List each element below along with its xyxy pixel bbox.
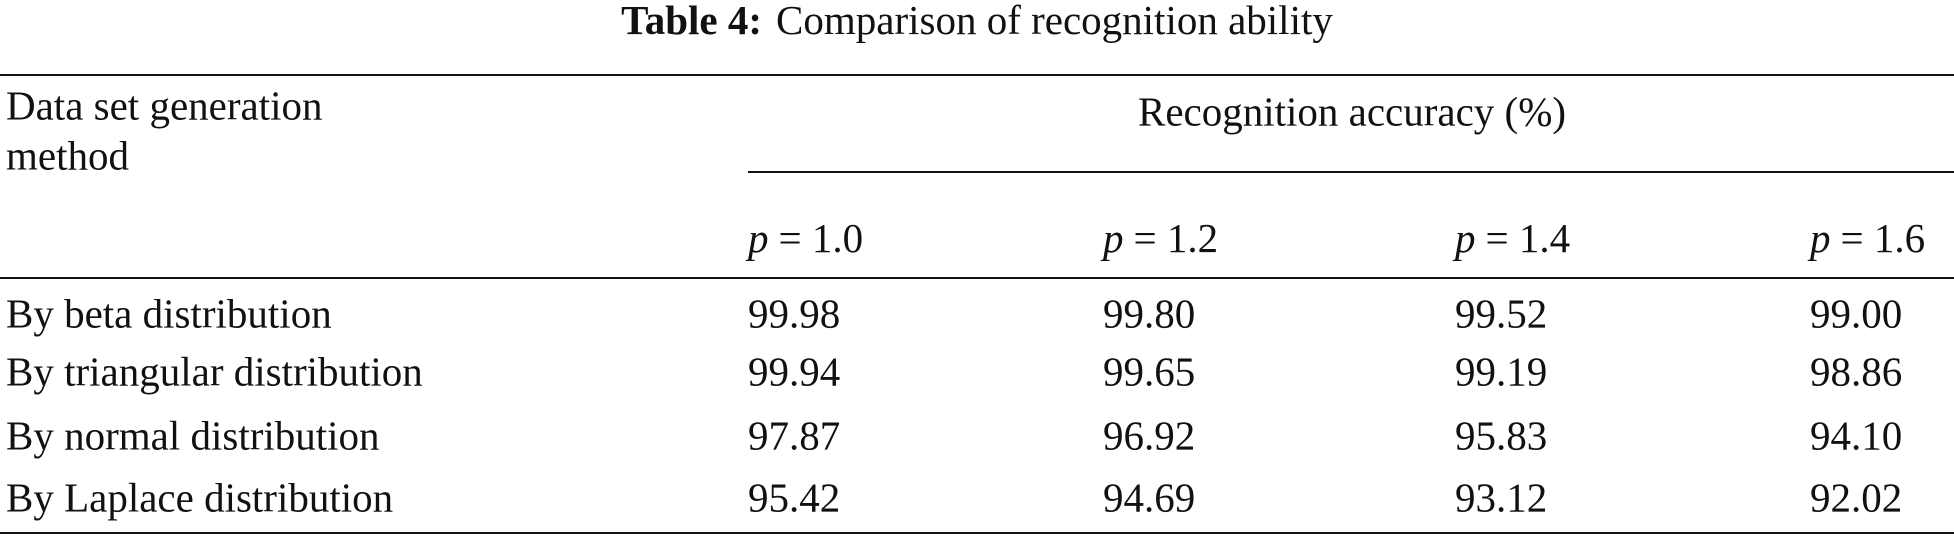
cell-value: 99.00 bbox=[1810, 290, 1902, 336]
column-header: p = 1.0 bbox=[745, 215, 863, 261]
cell-value: 95.42 bbox=[748, 474, 840, 520]
cell-value: 99.98 bbox=[748, 290, 840, 336]
cell-value: 95.83 bbox=[1455, 412, 1547, 458]
cell-value: 97.87 bbox=[748, 412, 840, 458]
column-relation: = 1.6 bbox=[1841, 215, 1926, 261]
cell-value: 93.12 bbox=[1455, 474, 1547, 520]
row-label: By normal distribution bbox=[6, 412, 380, 458]
caption-title: Comparison of recognition ability bbox=[776, 0, 1333, 43]
row-label: By Laplace distribution bbox=[6, 474, 393, 520]
cell-value: 99.94 bbox=[748, 348, 840, 394]
column-symbol: p bbox=[1452, 215, 1476, 261]
caption: Table 4: Comparison of recognition abilit… bbox=[621, 0, 1333, 43]
cell-value: 94.69 bbox=[1103, 474, 1195, 520]
cell-value: 92.02 bbox=[1810, 474, 1902, 520]
caption-label: Table 4: bbox=[621, 0, 762, 43]
cell-value: 96.92 bbox=[1103, 412, 1195, 458]
group-header: Recognition accuracy (%) bbox=[1138, 88, 1566, 134]
column-header: p = 1.6 bbox=[1807, 215, 1925, 261]
row-header: method bbox=[6, 132, 129, 178]
column-symbol: p bbox=[745, 215, 769, 261]
row-label: By triangular distribution bbox=[6, 348, 423, 394]
column-symbol: p bbox=[1100, 215, 1124, 261]
column-relation: = 1.2 bbox=[1134, 215, 1219, 261]
cell-value: 99.65 bbox=[1103, 348, 1195, 394]
cell-value: 99.52 bbox=[1455, 290, 1547, 336]
row-header: Data set generation bbox=[6, 82, 322, 128]
cell-value: 99.80 bbox=[1103, 290, 1195, 336]
cell-value: 98.86 bbox=[1810, 348, 1902, 394]
cell-value: 99.19 bbox=[1455, 348, 1547, 394]
column-symbol: p bbox=[1807, 215, 1831, 261]
cell-value: 94.10 bbox=[1810, 412, 1902, 458]
column-relation: = 1.4 bbox=[1486, 215, 1571, 261]
column-header: p = 1.4 bbox=[1452, 215, 1570, 261]
column-relation: = 1.0 bbox=[779, 215, 864, 261]
column-header: p = 1.2 bbox=[1100, 215, 1218, 261]
row-label: By beta distribution bbox=[6, 290, 332, 336]
